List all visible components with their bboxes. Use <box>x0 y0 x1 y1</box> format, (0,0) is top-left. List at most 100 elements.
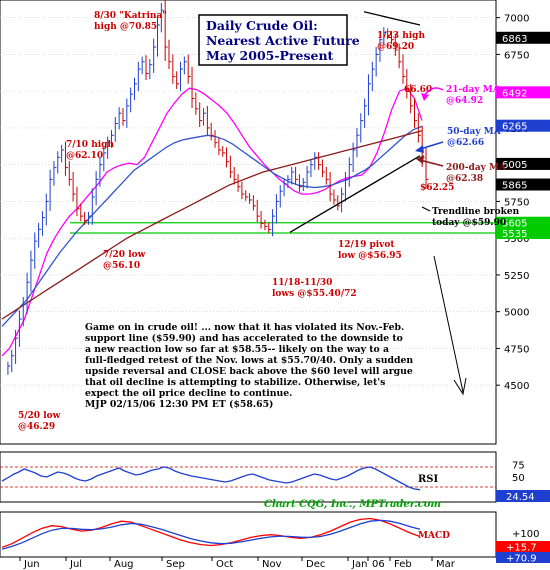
price-axis: 4500475050005250550057506000625065006750… <box>496 14 529 392</box>
macd-flag-bg-1 <box>496 552 550 563</box>
price-flag-5: 5605 <box>502 219 527 230</box>
month-label-06: 06 <box>372 559 385 570</box>
price-flag-bg-6 <box>496 227 550 240</box>
y-tick-label-5500: 5500 <box>504 234 529 245</box>
arrow-200ma <box>416 155 444 167</box>
commentary-line-6: that oil decline is attempting to stabil… <box>85 377 385 388</box>
y-tick-label-4500: 4500 <box>504 381 529 392</box>
annotation-200ma-1: 200-day MA <box>446 163 507 173</box>
commentary-line-3: a new reaction low so far at $58.55-- li… <box>85 344 389 355</box>
month-label-Sep: Sep <box>166 559 185 570</box>
annotation-nov-lows-2: lows @$55.40/72 <box>272 289 357 299</box>
annotation-jul20-low-2: @56.10 <box>103 261 140 271</box>
annotation-jul10-high-2: @62.10 <box>66 151 103 161</box>
price-flag-bg-5 <box>496 216 550 229</box>
month-label-Jan: Jan <box>351 559 367 570</box>
price-bars <box>7 0 429 375</box>
annotation-may20-low-1: 5/20 low <box>18 411 61 421</box>
annotation-jul20-low-1: 7/20 low <box>103 250 146 260</box>
annotation-jul10-high-1: 7/10 high <box>66 140 114 150</box>
annotation-6660: 66.60 <box>404 85 432 95</box>
resistance-trendline <box>363 11 421 26</box>
commentary: Game on in crude oil! ... now that it ha… <box>85 322 413 410</box>
month-axis: Jun Jul Aug Sep Oct Nov Dec Jan 06 Feb Mar <box>0 556 496 570</box>
macd-series-1 <box>1 519 421 550</box>
support-lines <box>70 222 496 234</box>
support-trendline <box>289 155 421 233</box>
commentary-line-1: Game on in crude oil! ... now that it ha… <box>85 322 404 333</box>
rsi-panel-frame <box>0 451 497 503</box>
annotation-21ma-1: 21-day MA <box>446 85 501 95</box>
arrow-50ma <box>415 141 444 153</box>
title-line-2: Nearest Active Future <box>206 33 360 48</box>
rsi-flag-bg <box>496 490 550 502</box>
annotation-katrina-high-2: high @70.85 <box>94 22 157 32</box>
price-flag-0: 6863 <box>502 34 527 45</box>
macd-panel: +100 +15.7+70.9 <box>1 517 550 565</box>
y-tick-label-4750: 4750 <box>504 344 529 355</box>
chart-title: Daily Crude Oil: Nearest Active Future M… <box>198 14 360 66</box>
macd-tick-100: +100 <box>512 529 539 540</box>
month-label-Jun: Jun <box>23 559 40 570</box>
title-line-1: Daily Crude Oil: <box>206 18 318 33</box>
y-tick-label-7000: 7000 <box>504 14 529 25</box>
price-flag-bg-0 <box>496 31 550 44</box>
price-flag-1: 6492 <box>502 88 527 99</box>
annotation-21ma-2: @64.92 <box>446 96 483 106</box>
credit-text: Chart CQG, Inc., MPTrader.com <box>264 499 441 510</box>
trendlines <box>289 11 421 233</box>
rsi-label: RSI <box>418 474 439 485</box>
month-label-Mar: Mar <box>436 559 456 570</box>
price-flag-bg-2 <box>496 119 550 132</box>
moving-averages <box>1 87 423 357</box>
annotation-jan23-high-1: 1/23 high <box>377 31 425 41</box>
price-flag-bg-4 <box>496 178 550 191</box>
commentary-line-8: MJP 02/15/06 12:30 PM ET ($58.65) <box>85 399 273 410</box>
annotation-nov-lows-1: 11/18-11/30 <box>272 278 332 288</box>
annotations: 8/30 "Katrina" high @70.85 7/10 high @62… <box>18 11 520 432</box>
arrow-21ma <box>421 87 444 101</box>
annotation-katrina-high-1: 8/30 "Katrina" <box>94 11 167 21</box>
price-flag-6: 5535 <box>502 229 527 240</box>
annotation-6225: $62.25 <box>420 183 454 193</box>
title-line-3: May 2005-Present <box>206 48 334 63</box>
main-panel-frame <box>0 0 497 445</box>
commentary-line-4: full-fledged retest of the Nov. lows at … <box>85 355 413 366</box>
macd-flag-1: +70.9 <box>506 554 537 565</box>
annotation-200ma-2: @62.38 <box>446 174 483 184</box>
y-tick-label-5250: 5250 <box>504 271 529 282</box>
commentary-line-2: support line ($59.90) and has accelerate… <box>85 333 403 344</box>
rsi-tick-50: 50 <box>512 473 525 484</box>
rsi-tick-75: 75 <box>512 461 525 472</box>
title-box <box>198 14 348 66</box>
commentary-line-5: upside reversal and CLOSE back above the… <box>85 366 413 377</box>
commentary-line-7: expect the oil price decline to continue… <box>85 388 292 399</box>
price-flag-bg-1 <box>496 86 550 99</box>
arrow-trendline-broken <box>421 206 431 212</box>
rsi-flag: 24.54 <box>506 492 535 503</box>
month-label-Aug: Aug <box>114 559 134 570</box>
y-tick-label-6750: 6750 <box>504 50 529 61</box>
price-flag-4: 5865 <box>502 181 527 192</box>
price-flag-2: 6265 <box>502 122 527 133</box>
month-label-Nov: Nov <box>262 559 282 570</box>
annotation-may20-low-2: @46.29 <box>18 422 55 432</box>
annotation-dec19-pivot-2: low @$56.95 <box>338 251 402 261</box>
annotation-dec19-pivot-1: 12/19 pivot <box>338 240 395 250</box>
annotation-50ma-1: 50-day MA <box>447 127 502 137</box>
arrow-projection <box>433 255 467 396</box>
price-flag-3: 6005 <box>502 160 527 171</box>
annotation-50ma-2: @62.66 <box>447 138 484 148</box>
annotation-trendline-broken-2: today @$59.90 <box>432 218 506 228</box>
macd-series-0 <box>1 517 421 548</box>
ma-line-2 <box>1 130 423 320</box>
month-label-Dec: Dec <box>306 559 325 570</box>
month-label-Jul: Jul <box>69 559 82 570</box>
annotation-jan23-high-2: @69.20 <box>377 42 414 52</box>
rsi-line <box>1 466 421 491</box>
ma-line-1 <box>1 125 423 327</box>
